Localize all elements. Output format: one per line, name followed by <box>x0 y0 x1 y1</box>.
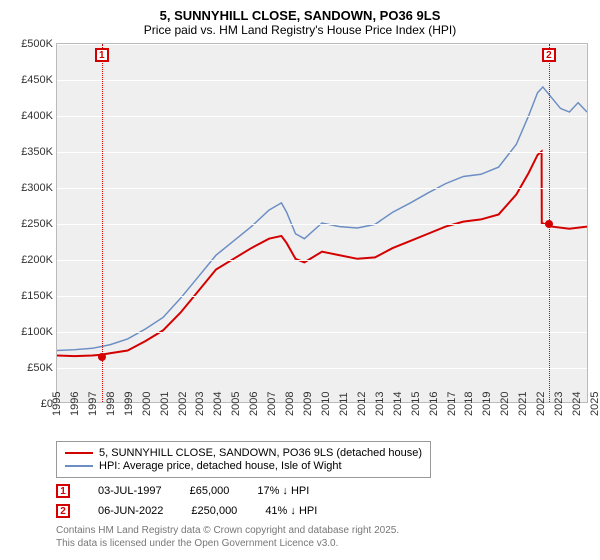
x-axis-label: 2016 <box>428 392 440 416</box>
y-axis-label: £100K <box>21 326 53 338</box>
x-axis-label: 2007 <box>266 392 278 416</box>
x-axis-label: 1996 <box>69 392 81 416</box>
x-axis-label: 2011 <box>338 392 350 416</box>
x-axis-label: 2023 <box>553 392 565 416</box>
y-axis-label: £250K <box>21 218 53 230</box>
legend-row: 5, SUNNYHILL CLOSE, SANDOWN, PO36 9LS (d… <box>65 447 422 459</box>
x-axis-label: 1995 <box>51 392 63 416</box>
x-axis-label: 2001 <box>159 392 171 416</box>
legend-swatch <box>65 452 93 454</box>
x-axis-label: 2010 <box>320 392 332 416</box>
x-axis-label: 2003 <box>194 392 206 416</box>
gridline <box>57 80 587 81</box>
event-row: 2 06-JUN-2022 £250,000 41% ↓ HPI <box>56 504 588 518</box>
legend-label: HPI: Average price, detached house, Isle… <box>99 460 342 472</box>
x-axis-label: 2002 <box>177 392 189 416</box>
plot-area: £0£50K£100K£150K£200K£250K£300K£350K£400… <box>56 43 588 403</box>
legend-row: HPI: Average price, detached house, Isle… <box>65 460 422 472</box>
x-axis-label: 2019 <box>481 392 493 416</box>
x-axis-label: 2004 <box>212 392 224 416</box>
chart-subtitle: Price paid vs. HM Land Registry's House … <box>6 23 594 37</box>
x-axis-label: 2006 <box>248 392 260 416</box>
event-dot <box>98 353 106 361</box>
x-axis-label: 2008 <box>284 392 296 416</box>
gridline <box>57 296 587 297</box>
gridline <box>57 224 587 225</box>
x-axis-label: 1997 <box>87 392 99 416</box>
x-axis-label: 2018 <box>463 392 475 416</box>
x-axis-label: 2020 <box>499 392 511 416</box>
legend-label: 5, SUNNYHILL CLOSE, SANDOWN, PO36 9LS (d… <box>99 447 422 459</box>
chart-title: 5, SUNNYHILL CLOSE, SANDOWN, PO36 9LS <box>6 8 594 23</box>
x-axis-label: 2005 <box>230 392 242 416</box>
event-dot <box>545 220 553 228</box>
gridline <box>57 188 587 189</box>
event-badge: 2 <box>542 48 556 62</box>
event-date: 03-JUL-1997 <box>98 485 162 497</box>
event-diff: 17% ↓ HPI <box>257 485 309 497</box>
gridline <box>57 152 587 153</box>
footer-line-2: This data is licensed under the Open Gov… <box>56 537 588 550</box>
event-list: 1 03-JUL-1997 £65,000 17% ↓ HPI 2 06-JUN-2022… <box>56 484 588 518</box>
x-axis-label: 2000 <box>141 392 153 416</box>
footer-line-1: Contains HM Land Registry data © Crown c… <box>56 524 588 537</box>
x-axis-label: 2015 <box>410 392 422 416</box>
y-axis-label: £50K <box>27 362 53 374</box>
footer-attribution: Contains HM Land Registry data © Crown c… <box>56 524 588 550</box>
x-axis-label: 2009 <box>302 392 314 416</box>
event-badge: 1 <box>95 48 109 62</box>
x-axis-label: 2024 <box>571 392 583 416</box>
event-row: 1 03-JUL-1997 £65,000 17% ↓ HPI <box>56 484 588 498</box>
y-axis-label: £450K <box>21 74 53 86</box>
x-axis-label: 2021 <box>517 392 529 416</box>
gridline <box>57 368 587 369</box>
gridline <box>57 116 587 117</box>
y-axis-label: £300K <box>21 182 53 194</box>
event-price: £65,000 <box>190 485 230 497</box>
event-row-badge: 1 <box>56 484 70 498</box>
x-axis-label: 2014 <box>392 392 404 416</box>
x-axis-label: 2013 <box>374 392 386 416</box>
y-axis-label: £350K <box>21 146 53 158</box>
event-price: £250,000 <box>191 505 237 517</box>
gridline <box>57 260 587 261</box>
y-axis-label: £500K <box>21 38 53 50</box>
gridline <box>57 44 587 45</box>
series-line-price_paid <box>57 151 587 356</box>
x-axis-label: 2017 <box>446 392 458 416</box>
y-axis-label: £400K <box>21 110 53 122</box>
event-diff: 41% ↓ HPI <box>265 505 317 517</box>
x-axis-label: 1999 <box>123 392 135 416</box>
x-axis-label: 2025 <box>589 392 600 416</box>
event-line <box>102 44 103 402</box>
line-chart-svg <box>57 44 587 402</box>
event-date: 06-JUN-2022 <box>98 505 163 517</box>
x-axis-label: 2012 <box>356 392 368 416</box>
y-axis-label: £200K <box>21 254 53 266</box>
y-axis-label: £150K <box>21 290 53 302</box>
gridline <box>57 332 587 333</box>
x-axis-label: 2022 <box>535 392 547 416</box>
legend: 5, SUNNYHILL CLOSE, SANDOWN, PO36 9LS (d… <box>56 441 431 478</box>
legend-swatch <box>65 465 93 467</box>
series-line-hpi <box>57 87 587 351</box>
event-row-badge: 2 <box>56 504 70 518</box>
x-axis-label: 1998 <box>105 392 117 416</box>
